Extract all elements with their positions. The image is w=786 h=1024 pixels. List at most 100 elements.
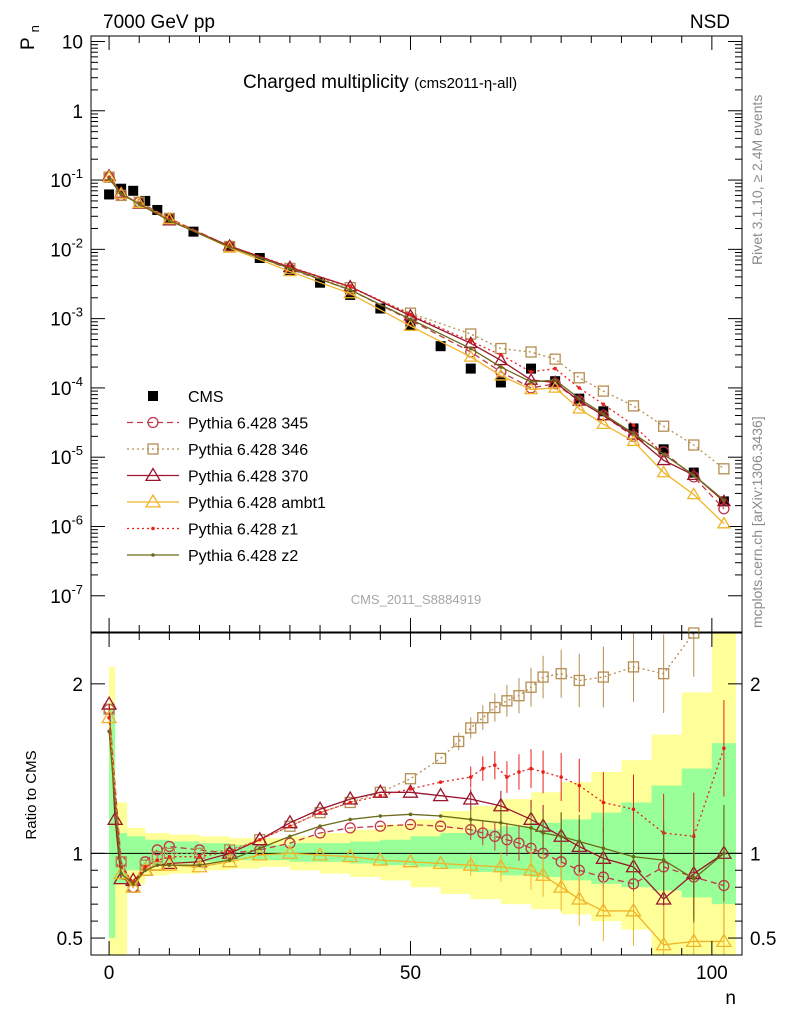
main-series-line [108,176,725,510]
ratio-point [555,668,567,680]
main-point [691,473,696,477]
ratio-point [559,775,563,779]
legend-label: CMS [188,389,224,406]
main-point [343,286,358,299]
main-point [657,446,670,458]
x-axis-label: n [725,988,736,1009]
ratio-point [318,824,322,828]
main-point [114,186,129,199]
main-point [626,427,641,440]
main-point [119,192,123,196]
main-point [657,420,670,432]
ratio-point [342,848,359,863]
ratio-point [372,851,389,866]
ratio-point [125,878,142,893]
ratio-point [492,858,510,873]
ratio-point [288,834,292,839]
ratio-point [595,902,612,917]
ratio-point [227,858,232,862]
ratio-point [197,863,202,867]
ratio-point [149,856,166,871]
main-point [493,353,509,366]
legend-entry-1: Pythia 6.428 345 [127,416,308,433]
legend-label: Pythia 6.428 z1 [188,522,298,539]
main-point [688,467,699,478]
ratio-point [571,890,588,905]
ratio-point [100,695,118,710]
main-y-tick-exp: -2 [71,235,83,250]
main-point [227,245,232,249]
main-title: Charged multiplicity (cms2011-η-all) [243,72,517,93]
ratio-y-tick-label-right: 0.5 [750,929,776,950]
ratio-point [408,812,413,817]
ratio-point [107,715,111,720]
ratio-point [344,822,356,834]
ratio-point [577,783,582,788]
ratio-point [597,671,610,683]
ratio-series-line [108,731,725,885]
ratio-point [434,820,447,832]
ratio-point [257,837,262,842]
main-point [631,431,636,436]
main-point [463,349,478,362]
main-point [598,406,609,417]
legend-marker [147,416,159,429]
ratio-point [106,811,124,825]
main-point [282,264,298,277]
legend-marker [147,443,159,455]
ratio-point [161,855,178,870]
y-axis-label-sub: n [27,25,42,32]
ratio-point [577,839,582,844]
main-point [465,363,476,374]
main-point [661,452,666,457]
main-point [601,402,606,407]
ratio-point [553,878,570,893]
ratio-point [221,845,238,859]
main-y-tick-exp: -1 [71,166,83,181]
main-y-tick-exp: -5 [71,443,83,458]
main-point [435,341,446,352]
main-point [499,365,503,369]
main-point [525,346,537,358]
ratio-point [143,868,148,873]
legend-entry-3: Pythia 6.428 370 [127,467,308,486]
ratio-point [257,846,262,851]
main-point [686,467,701,481]
ratio-point [601,800,606,805]
ratio-point [541,831,545,835]
main-y-tick-label: 1 [72,102,83,123]
main-point [101,169,117,183]
ratio-point [314,806,326,819]
main-point [468,346,473,351]
legend-label: Pythia 6.428 z2 [188,548,298,565]
legend-marker [151,553,155,557]
main-point [137,202,142,206]
ratio-point [348,800,352,805]
ratio-point [100,709,118,724]
main-point [468,339,473,344]
ratio-point [348,817,352,822]
ratio-point [534,867,552,881]
ratio-point [477,712,489,724]
ratio-point [113,865,130,880]
ratio-y-tick-label-left: 2 [72,675,83,696]
main-point [601,412,606,416]
ratio-point [438,780,443,784]
main-point [549,353,561,365]
ratio-point [631,807,636,812]
main-y-tick-exp: -4 [71,374,83,389]
main-series-line [108,176,725,525]
main-point [572,401,587,414]
ratio-x-tick-label: 100 [696,963,728,984]
main-point [403,318,418,331]
main-series-1 [103,171,730,515]
main-title-suffix: (cms2011-η-all) [414,75,517,92]
ratio-point [251,846,268,861]
legend-entry-2: Pythia 6.428 346 [127,442,308,459]
main-point [573,372,585,384]
ratio-point [489,701,501,714]
ratio-x-tick-label: 0 [104,963,115,984]
main-point [140,195,151,206]
main-series-4 [101,169,732,529]
legend-entry-6: Pythia 6.428 z2 [127,548,298,565]
